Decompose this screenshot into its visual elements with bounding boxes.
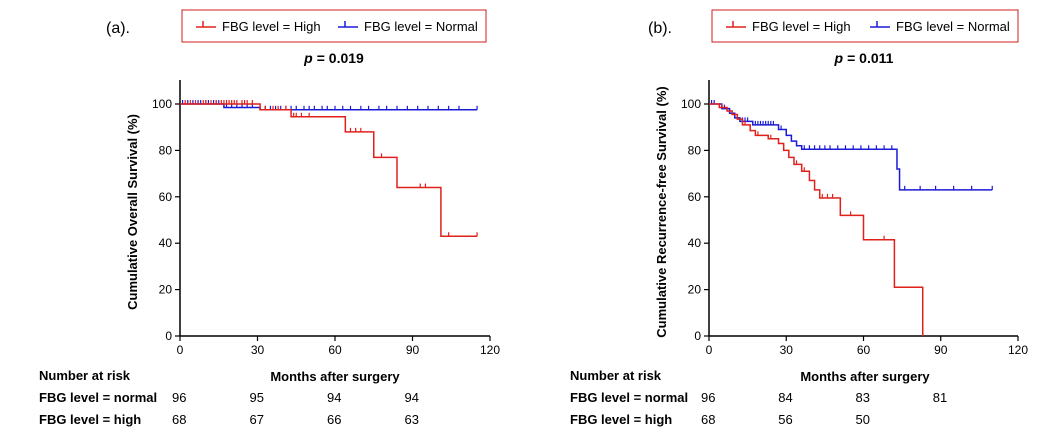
p-value: = 0.011 [847, 50, 894, 66]
y-tick-label: 60 [159, 190, 173, 204]
risk-row-label-normal: FBG level = normal [570, 390, 688, 405]
y-tick-label: 60 [688, 190, 702, 204]
risk-value-normal: 94 [327, 390, 341, 405]
risk-table-a: Number at risk FBG level = normal FBG le… [39, 368, 419, 427]
legend-label-normal: FBG level = Normal [896, 19, 1010, 34]
x-tick-label: 30 [251, 343, 265, 357]
risk-value-normal: 83 [856, 390, 870, 405]
risk-value-high: 56 [778, 412, 792, 427]
panel-b-x-axis-label: Months after surgery [800, 369, 930, 384]
risk-row-label-high: FBG level = high [39, 412, 141, 427]
risk-value-high: 63 [405, 412, 419, 427]
panel-a-x-axis-label: Months after surgery [270, 369, 400, 384]
series-line-normal [709, 103, 993, 191]
panel-a-label: (a). [106, 20, 130, 37]
risk-value-normal: 96 [701, 390, 715, 405]
x-tick-label: 0 [177, 343, 184, 357]
p-label: p [303, 50, 313, 66]
panel-b-legend: FBG level = High FBG level = Normal [711, 9, 1019, 43]
series-line-high [709, 103, 924, 336]
x-tick-label: 0 [706, 343, 713, 357]
panel-a-legend: FBG level = High FBG level = Normal [181, 9, 487, 43]
y-tick-label: 100 [152, 97, 172, 111]
risk-value-high: 66 [327, 412, 341, 427]
risk-value-high: 50 [856, 412, 870, 427]
y-tick-label: 0 [694, 329, 701, 343]
panel-b-recurrence-free-survival: (b). FBG level = High FBG level = Normal… [648, 9, 1028, 384]
series-line-high [180, 103, 478, 237]
legend-label-high: FBG level = High [222, 19, 321, 34]
legend-swatch-normal [870, 21, 890, 28]
x-tick-label: 90 [934, 343, 948, 357]
y-tick-label: 20 [688, 283, 702, 297]
x-tick-label: 60 [328, 343, 342, 357]
risk-table-b: Number at risk FBG level = normal FBG le… [570, 368, 947, 427]
x-tick-label: 120 [1008, 343, 1028, 357]
risk-value-high: 68 [172, 412, 186, 427]
p-label: p [834, 50, 844, 66]
risk-values-a: 96 95 94 94 68 67 66 63 [172, 390, 419, 427]
x-tick-label: 120 [480, 343, 500, 357]
risk-row-label-normal: FBG level = normal [39, 390, 157, 405]
panel-a-p-value: p = 0.019 [303, 50, 364, 66]
y-tick-label: 40 [688, 236, 702, 250]
y-tick-label: 80 [688, 143, 702, 157]
risk-value-normal: 94 [405, 390, 419, 405]
risk-value-normal: 95 [250, 390, 264, 405]
risk-value-normal: 81 [933, 390, 947, 405]
panel-b-label: (b). [648, 20, 672, 37]
panel-a-y-axis-label: Cumulative Overall Survival (%) [125, 114, 140, 310]
series-line-normal [180, 103, 478, 111]
risk-value-normal: 96 [172, 390, 186, 405]
legend-box [711, 9, 1019, 43]
x-tick-label: 30 [780, 343, 794, 357]
panel-b-plot-area: 0 20 40 60 80 100 0 30 60 90 120 [681, 80, 1028, 357]
risk-row-label-high: FBG level = high [570, 412, 672, 427]
legend-swatch-normal [338, 21, 358, 28]
panel-b-y-axis-label: Cumulative Recurrence-free Survival (%) [654, 86, 669, 337]
risk-values-b: 96 84 83 81 68 56 50 [701, 390, 947, 427]
legend-box [181, 9, 487, 43]
legend-swatch-high [196, 21, 216, 28]
legend-label-normal: FBG level = Normal [364, 19, 478, 34]
legend-swatch-high [726, 21, 746, 28]
panel-b-p-value: p = 0.011 [834, 50, 894, 66]
y-tick-label: 80 [159, 143, 173, 157]
y-tick-label: 40 [159, 236, 173, 250]
p-value: = 0.019 [317, 50, 364, 66]
x-tick-label: 90 [406, 343, 420, 357]
risk-value-normal: 84 [778, 390, 792, 405]
legend-label-high: FBG level = High [752, 19, 851, 34]
y-tick-label: 100 [681, 97, 701, 111]
risk-header: Number at risk [570, 368, 662, 383]
y-tick-label: 20 [159, 283, 173, 297]
x-tick-label: 60 [857, 343, 871, 357]
risk-value-high: 68 [701, 412, 715, 427]
panel-a-plot-area: 0 20 40 60 80 100 0 30 60 90 120 [152, 80, 500, 357]
risk-value-high: 67 [250, 412, 264, 427]
panel-a-overall-survival: (a). FBG level = High FBG level = Normal… [106, 9, 500, 384]
y-tick-label: 0 [165, 329, 172, 343]
risk-header: Number at risk [39, 368, 131, 383]
